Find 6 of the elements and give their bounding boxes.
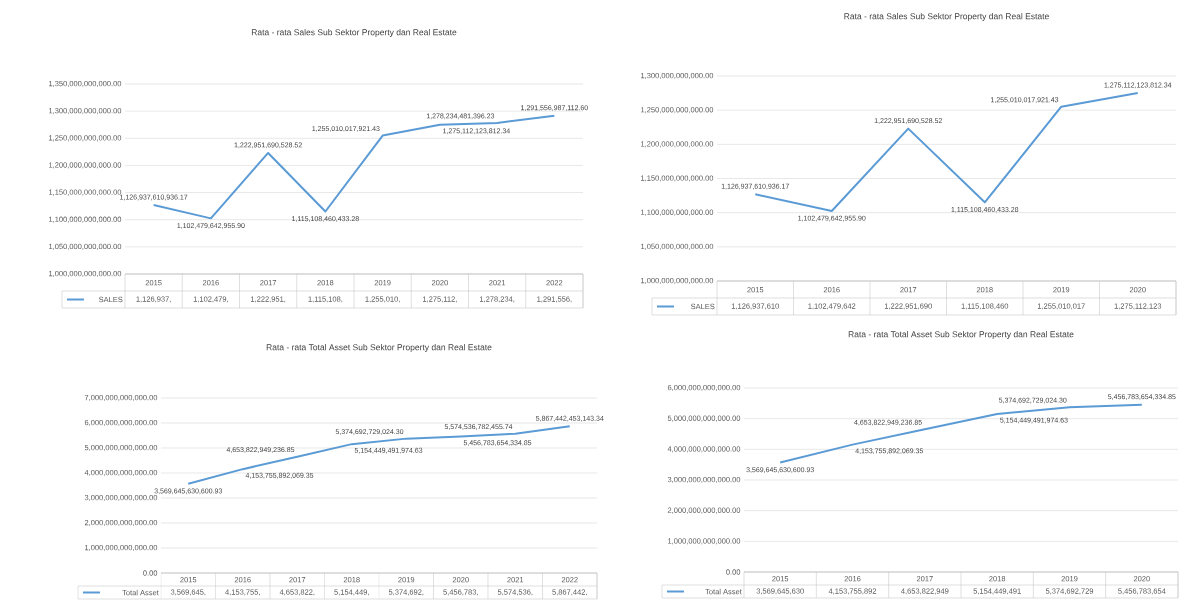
- chart-title: Rata - rata Sales Sub Sektor Property dan Real Estate: [251, 29, 457, 37]
- line-series: [779, 403, 1143, 464]
- line-series: [187, 425, 571, 485]
- chart-title: Rata - rata Total Asset Sub Sektor Property dan Real Estate: [848, 331, 1074, 339]
- chart-title: Rata - rata Sales Sub Sektor Property dan Real Estate: [844, 13, 1049, 21]
- chart-title: Rata - rata Total Asset Sub Sektor Property dan Real Estate: [266, 344, 492, 352]
